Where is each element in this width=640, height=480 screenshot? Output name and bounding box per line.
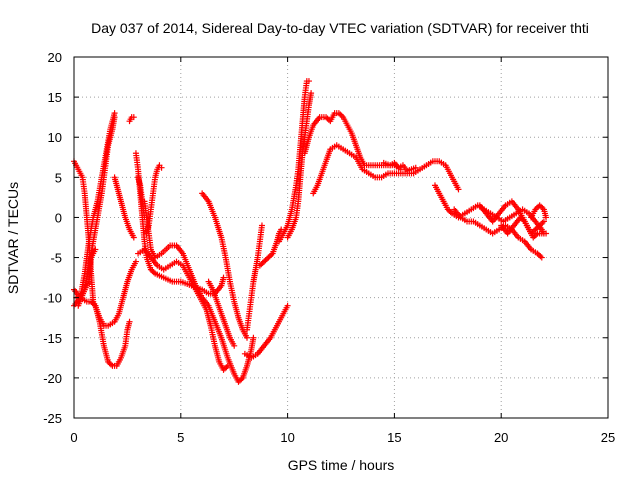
series-6 [92, 258, 139, 329]
data-point [244, 334, 251, 341]
y-tick-label: -10 [43, 291, 62, 306]
y-tick-label: -25 [43, 411, 62, 426]
data-point [258, 222, 265, 229]
y-tick-label: 5 [55, 170, 62, 185]
series-8 [126, 114, 137, 125]
data-point [538, 254, 545, 261]
y-tick-labels: -25 -20 -15 -10 -5 0 5 10 15 20 [43, 50, 62, 426]
data-point [130, 234, 137, 241]
series-22 [310, 142, 462, 197]
series-17 [244, 222, 265, 333]
series-10 [141, 198, 257, 385]
y-tick-label: -20 [43, 371, 62, 386]
series-23 [380, 159, 419, 174]
data-points [71, 78, 550, 385]
data-point [543, 230, 550, 237]
x-tick-label: 20 [494, 430, 508, 445]
y-tick-label: 20 [48, 50, 62, 65]
x-tick-label: 10 [280, 430, 294, 445]
grid [74, 57, 608, 418]
data-point [540, 218, 547, 225]
series-5 [73, 246, 99, 301]
y-tick-label: -5 [50, 251, 62, 266]
x-tick-label: 25 [601, 430, 615, 445]
series-24 [431, 182, 547, 237]
y-tick-label: -15 [43, 331, 62, 346]
data-point [111, 114, 118, 121]
y-axis-label: SDTVAR / TECUs [5, 182, 21, 294]
chart-title: Day 037 of 2014, Sidereal Day-to-day VTE… [91, 20, 589, 36]
data-point [455, 186, 462, 193]
plot-frame [73, 56, 609, 419]
data-point [220, 274, 227, 281]
data-point [284, 302, 291, 309]
ticks [73, 56, 609, 419]
data-point [250, 334, 257, 341]
series-28 [528, 202, 550, 221]
x-axis-label: GPS time / hours [288, 457, 395, 473]
y-tick-label: 10 [48, 130, 62, 145]
data-point [92, 246, 99, 253]
series-11 [143, 162, 165, 237]
x-tick-labels: 0 5 10 15 20 25 [70, 430, 615, 445]
data-point [305, 78, 312, 85]
series-19 [276, 78, 312, 245]
series-27 [498, 214, 550, 241]
x-tick-label: 15 [387, 430, 401, 445]
x-tick-label: 0 [70, 430, 77, 445]
data-point [158, 164, 165, 171]
data-point [130, 114, 137, 121]
data-point [224, 362, 231, 369]
data-point [231, 342, 238, 349]
data-point [308, 90, 315, 97]
x-tick-label: 5 [177, 430, 184, 445]
data-point [412, 164, 419, 171]
y-tick-label: 0 [55, 210, 62, 225]
series-7 [111, 174, 137, 241]
series-14 [199, 190, 251, 341]
series-13 [135, 246, 231, 373]
series-12 [135, 174, 148, 221]
data-point [543, 214, 550, 221]
series-15 [205, 278, 238, 349]
data-point [126, 318, 133, 325]
series-16 [241, 302, 291, 361]
data-point [141, 214, 148, 221]
y-tick-label: 15 [48, 90, 62, 105]
series-25 [451, 206, 545, 261]
data-point [132, 258, 139, 265]
series-4 [75, 114, 118, 309]
